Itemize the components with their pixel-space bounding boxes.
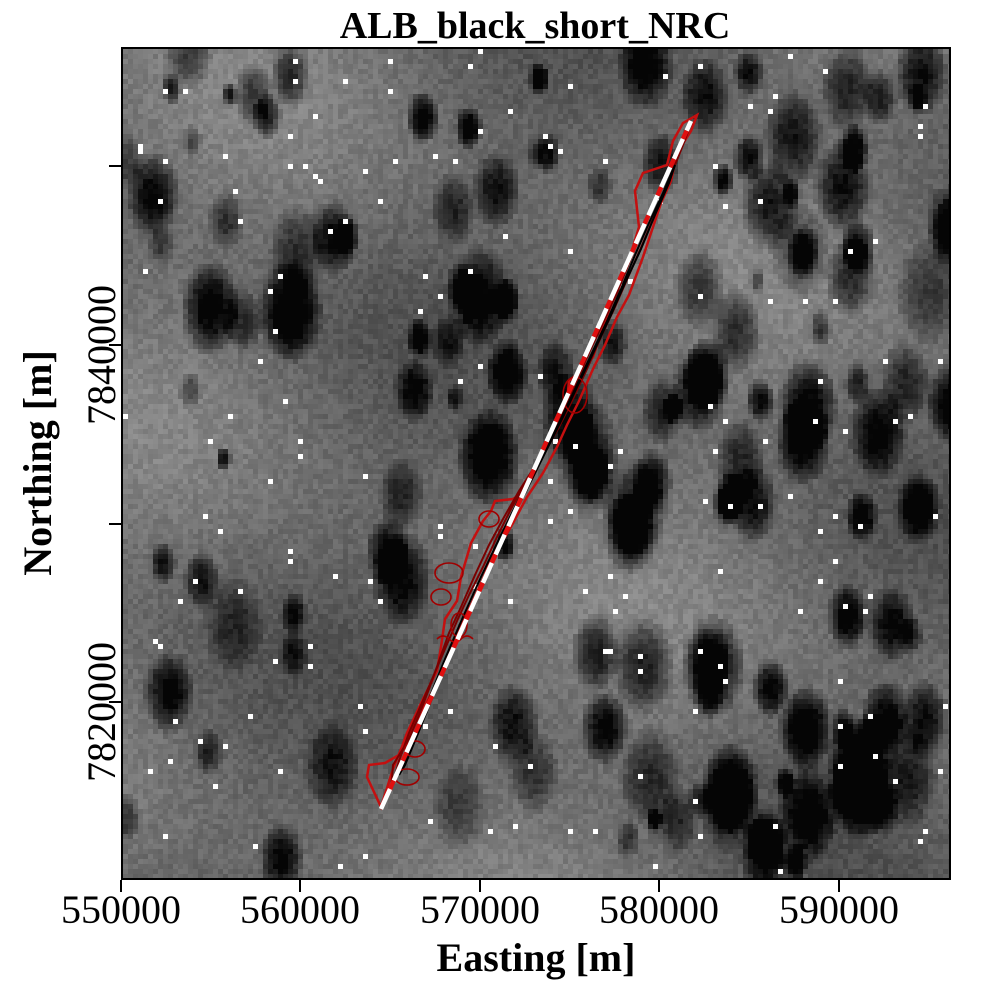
chart-title: ALB_black_short_NRC xyxy=(0,4,1000,48)
contour-overlay xyxy=(365,112,700,811)
y-tick-label: 7820000 xyxy=(78,642,125,782)
core-contour xyxy=(398,164,676,776)
x-axis-label: Easting [m] xyxy=(121,934,951,981)
x-tick-label: 580000 xyxy=(599,886,719,933)
y-axis-label: Northing [m] xyxy=(14,350,61,576)
y-tick-label: 7840000 xyxy=(78,285,125,425)
grayscale-raster xyxy=(123,49,949,878)
map-plot-area[interactable] xyxy=(121,47,951,880)
track-line-white xyxy=(378,120,694,810)
x-tick-label: 590000 xyxy=(779,886,899,933)
x-tick-label: 550000 xyxy=(61,886,181,933)
x-tick-label: 570000 xyxy=(420,886,540,933)
contour-blobs xyxy=(394,376,588,786)
x-tick-label: 560000 xyxy=(240,886,360,933)
